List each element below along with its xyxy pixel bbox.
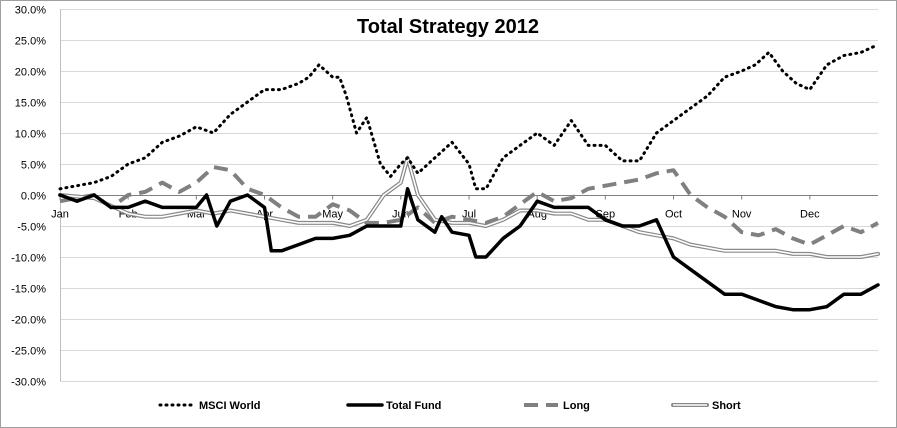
y-tick-label: -10.0%: [11, 253, 46, 265]
y-tick-label: -30.0%: [11, 377, 46, 389]
y-tick-label: 10.0%: [15, 129, 46, 141]
y-tick-label: -15.0%: [11, 284, 46, 296]
y-tick-label: 20.0%: [15, 67, 46, 79]
legend: MSCI World Total Fund Long Short: [158, 400, 741, 412]
x-tick-label: Oct: [665, 209, 682, 221]
series-long: [59, 165, 879, 247]
series-msci-world: [58, 44, 877, 191]
series-lines: [58, 44, 880, 312]
legend-item: Long: [524, 400, 590, 412]
axes: 30.0% 25.0% 20.0% 15.0% 10.0% 5.0% 0.0% -5.0% -1…: [11, 5, 878, 389]
legend-item: Short: [671, 400, 741, 412]
y-tick-label: 30.0%: [15, 5, 46, 17]
series-total-fund: [58, 187, 880, 312]
x-tick-label: Nov: [732, 209, 752, 221]
y-tick-label: 0.0%: [21, 191, 46, 203]
x-tick-label: Dec: [800, 209, 820, 221]
series-line: [58, 44, 877, 191]
legend-item: MSCI World: [158, 400, 261, 412]
y-tick-label: 25.0%: [15, 36, 46, 48]
x-tick-label: Jun: [392, 209, 410, 221]
series-line: [58, 187, 880, 312]
series-line: [59, 165, 879, 247]
x-tick-label: Jan: [51, 209, 69, 221]
y-tick-label: 15.0%: [15, 98, 46, 110]
legend-label: Total Fund: [386, 400, 441, 412]
y-tick-label: -25.0%: [11, 346, 46, 358]
legend-item: Total Fund: [346, 400, 441, 412]
chart-title: Total Strategy 2012: [357, 16, 539, 38]
legend-label: Short: [712, 400, 741, 412]
y-tick-label: -5.0%: [17, 222, 46, 234]
y-tick-label: -20.0%: [11, 315, 46, 327]
legend-label: MSCI World: [199, 400, 261, 412]
y-tick-label: 5.0%: [21, 160, 46, 172]
x-tick-label: May: [322, 209, 343, 221]
legend-label: Long: [563, 400, 590, 412]
